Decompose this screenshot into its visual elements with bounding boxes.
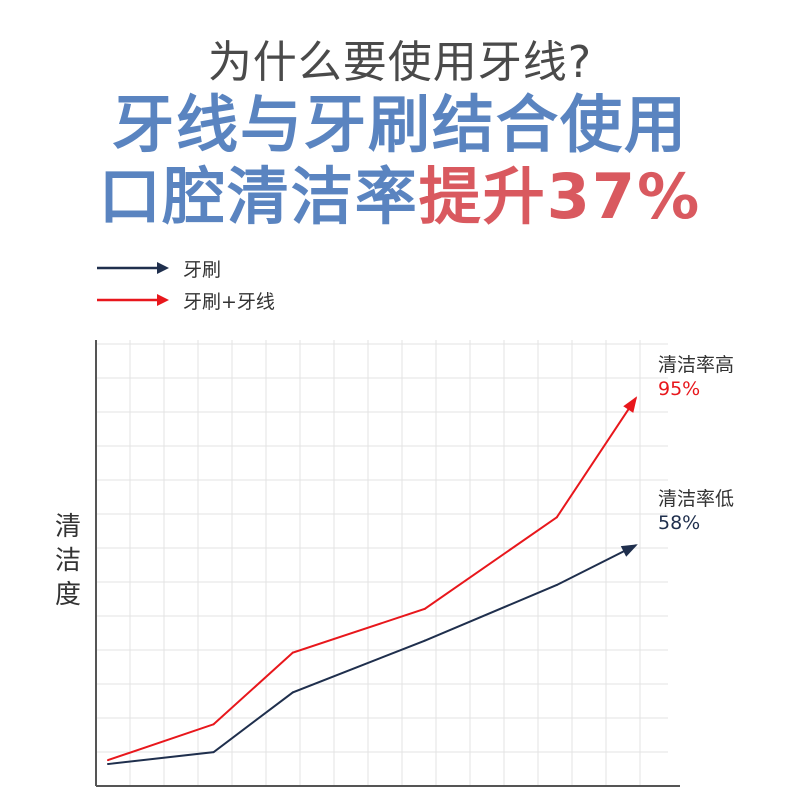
legend-label-brush: 牙刷 (183, 258, 222, 281)
y-axis-label-char-2: 洁 (54, 546, 81, 576)
data-point-brush-3 (423, 639, 426, 642)
y-axis-label-char-1: 清 (54, 512, 81, 542)
end-label-brush-floss: 清洁率高 95% (658, 353, 734, 401)
legend-item-brush-floss: 牙刷+牙线 (97, 284, 275, 316)
y-axis-label-char-3: 度 (54, 580, 81, 610)
headline-line-1: 牙线与牙刷结合使用 (111, 88, 688, 161)
series-line-brush (107, 544, 637, 766)
data-point-brush-floss-2 (291, 651, 294, 654)
end-label-brush: 清洁率低 58% (658, 487, 734, 535)
data-point-brush-floss-3 (423, 607, 426, 610)
chart-grid (96, 340, 668, 786)
chart-legend: 牙刷 牙刷+牙线 (97, 252, 275, 316)
end-label-brush-floss-value: 95% (658, 378, 701, 400)
data-point-brush-2 (291, 691, 294, 694)
legend-item-brush: 牙刷 (97, 252, 275, 284)
end-label-brush-floss-name: 清洁率高 (658, 354, 735, 376)
headline-prefix: 口腔清洁率 (98, 160, 419, 233)
end-label-brush-value: 58% (658, 512, 701, 534)
data-point-brush-floss-1 (212, 723, 215, 726)
series-line-brush-floss (107, 397, 637, 762)
data-point-brush-floss-4 (555, 516, 558, 519)
data-point-brush-floss-0 (107, 759, 109, 762)
end-label-brush-name: 清洁率低 (658, 488, 735, 510)
y-axis-label: 清 洁 度 (48, 510, 88, 612)
legend-arrow-brush-floss-icon (97, 294, 169, 306)
chart-series (107, 396, 638, 766)
legend-label-brush-floss: 牙刷+牙线 (183, 290, 275, 313)
legend-arrow-brush-icon (97, 262, 169, 274)
question-title: 为什么要使用牙线? (207, 37, 593, 88)
headline-line-2: 口腔清洁率提升37% (0, 166, 800, 228)
data-point-brush-4 (555, 583, 558, 586)
data-point-brush-1 (212, 751, 215, 754)
series-arrowhead-brush-floss (623, 396, 638, 413)
data-point-brush-0 (107, 763, 109, 766)
headline-highlight: 提升37% (418, 160, 702, 233)
series-arrowhead-brush (620, 544, 638, 557)
